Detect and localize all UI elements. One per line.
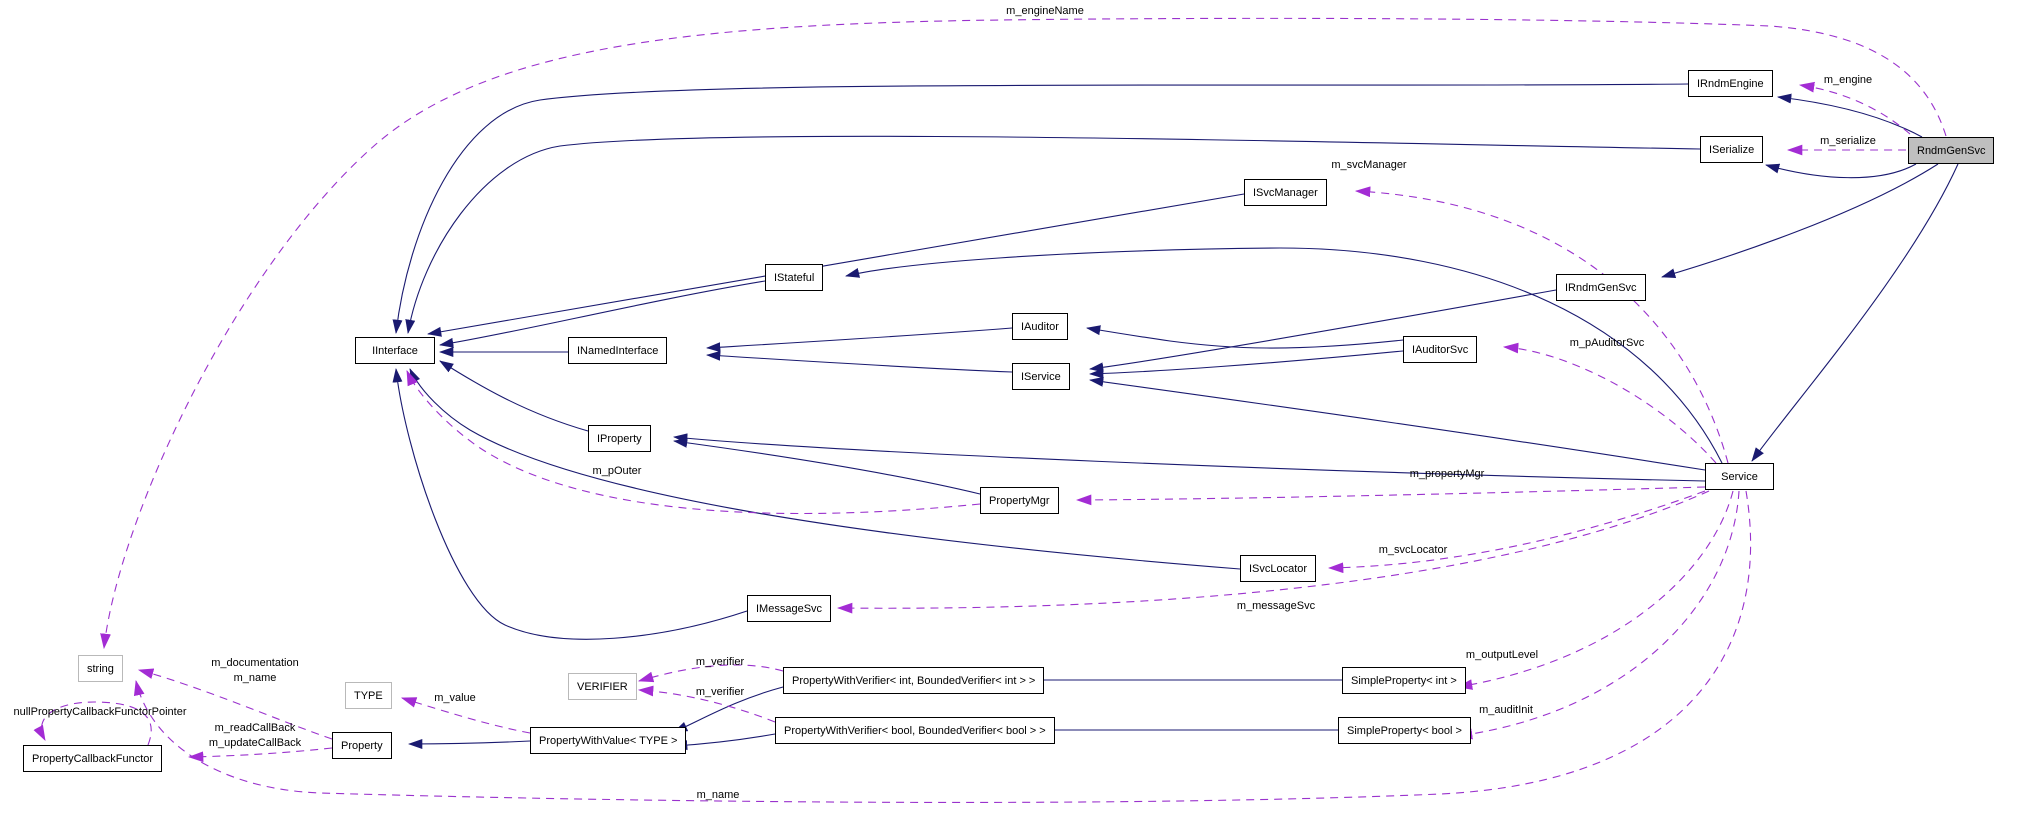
edge-irndmengine-to-iinterface <box>392 83 1689 334</box>
edge-label-m-output-level: m_outputLevel <box>1465 649 1539 661</box>
node-property-callback-functor[interactable]: PropertyCallbackFunctor <box>23 745 163 772</box>
edge-pwverifier-bool-to-propertywithvalue <box>673 733 776 751</box>
edge-label-m-verifier-1: m_verifier <box>695 656 745 668</box>
edge-istateful-to-iinterface <box>439 280 766 348</box>
node-simple-property-bool[interactable]: SimpleProperty< bool > <box>1338 717 1471 744</box>
edge-service-to-iproperty <box>673 433 1706 482</box>
node-type: TYPE <box>345 682 392 709</box>
edge-m-name-bottom <box>133 490 1752 803</box>
node-property-with-value[interactable]: PropertyWithValue< TYPE > <box>530 727 687 754</box>
edge-service-to-istateful <box>845 247 1723 464</box>
node-verifier: VERIFIER <box>568 673 637 700</box>
edge-null-property-callback-functor-pointer <box>33 701 152 746</box>
edge-m-verifier-int <box>637 664 784 683</box>
edge-m-value <box>400 697 531 734</box>
edge-label-m-serialize: m_serialize <box>1820 135 1876 147</box>
node-service[interactable]: Service <box>1705 463 1774 490</box>
edge-propertywithvalue-to-property <box>407 738 531 750</box>
edge-m-property-mgr <box>1075 486 1706 506</box>
edge-m-read-update-callback <box>187 747 333 763</box>
edge-label-m-message-svc: m_messageSvc <box>1236 600 1316 612</box>
node-isvc-manager[interactable]: ISvcManager <box>1244 179 1327 206</box>
edge-m-p-auditor-svc <box>1502 342 1717 464</box>
edge-isvcmanager-to-iinterface <box>427 193 1245 337</box>
edge-iauditor-to-inamedinterface <box>706 327 1013 353</box>
edge-m-documentation-m-name <box>137 668 333 740</box>
node-rndm-gen-svc: RndmGenSvc <box>1908 137 1995 164</box>
node-property-mgr[interactable]: PropertyMgr <box>980 487 1059 514</box>
edge-irndmgensvc-to-iservice <box>1089 289 1557 373</box>
node-istateful[interactable]: IStateful <box>765 264 824 291</box>
edge-imessagesvc-to-iinterface <box>392 368 748 640</box>
edge-label-m-verifier-2: m_verifier <box>695 686 745 698</box>
node-inamed-interface[interactable]: INamedInterface <box>568 337 668 364</box>
edge-m-svc-locator <box>1327 490 1706 574</box>
node-iinterface[interactable]: IInterface <box>355 337 435 364</box>
edge-iauditorsvc-to-iservice <box>1088 350 1404 379</box>
edge-label-m-p-outer: m_pOuter <box>592 465 642 477</box>
node-property[interactable]: Property <box>332 732 392 759</box>
edge-label-null-property-callback-functor-pointer: nullPropertyCallbackFunctorPointer <box>13 706 187 718</box>
edge-iauditorsvc-to-iauditor <box>1086 325 1404 349</box>
edge-label-m-property-mgr: m_propertyMgr <box>1409 468 1485 480</box>
edge-label-m-p-auditor-svc: m_pAuditorSvc <box>1569 337 1645 349</box>
edge-m-svc-manager <box>1354 186 1729 464</box>
edge-label-m-svc-manager: m_svcManager <box>1331 159 1407 171</box>
node-simple-property-int[interactable]: SimpleProperty< int > <box>1342 667 1466 694</box>
edge-propertymgr-to-iproperty <box>673 437 981 495</box>
edge-rndmgensvc-to-service <box>1751 163 1959 462</box>
edge-iserialize-to-iinterface <box>405 135 1701 334</box>
node-property-with-verifier-int[interactable]: PropertyWithVerifier< int, BoundedVerifi… <box>783 667 1045 694</box>
node-iservice[interactable]: IService <box>1012 363 1070 390</box>
edge-label-m-name-doc: m_name <box>233 672 277 684</box>
node-irndm-engine[interactable]: IRndmEngine <box>1688 70 1773 97</box>
edge-label-m-svc-locator: m_svcLocator <box>1378 544 1448 556</box>
edge-isvclocator-to-iinterface <box>409 368 1241 570</box>
node-imessage-svc[interactable]: IMessageSvc <box>747 595 832 622</box>
edge-label-m-update-call-back: m_updateCallBack <box>208 737 302 749</box>
node-string: string <box>78 655 123 682</box>
edge-label-m-audit-init: m_auditInit <box>1479 704 1533 716</box>
edge-iproperty-to-iinterface <box>439 360 589 432</box>
edge-rndmgensvc-to-iserialize <box>1765 163 1917 179</box>
edge-m-p-outer <box>406 370 981 515</box>
edge-m-output-level <box>1456 490 1734 690</box>
edge-m-verifier-bool <box>637 685 776 723</box>
edge-label-m-engine: m_engine <box>1823 74 1873 86</box>
node-isvc-locator[interactable]: ISvcLocator <box>1240 555 1317 582</box>
edge-label-m-name-bottom: m_name <box>696 789 740 801</box>
edge-m-message-svc <box>836 490 1710 614</box>
edge-rndmgensvc-to-irndmengine <box>1777 93 1923 138</box>
edge-iservice-to-inamedinterface <box>706 350 1013 373</box>
node-iauditor-svc[interactable]: IAuditorSvc <box>1403 336 1478 363</box>
node-iserialize[interactable]: ISerialize <box>1700 136 1764 163</box>
edge-label-m-engine-name: m_engineName <box>1006 5 1084 17</box>
node-iauditor[interactable]: IAuditor <box>1012 313 1068 340</box>
edge-label-m-value: m_value <box>434 692 476 704</box>
node-iproperty[interactable]: IProperty <box>588 425 651 452</box>
edge-label-m-documentation: m_documentation <box>211 657 299 669</box>
node-irndm-gen-svc[interactable]: IRndmGenSvc <box>1556 274 1646 301</box>
edge-m-audit-init <box>1456 490 1740 740</box>
edge-label-m-read-call-back: m_readCallBack <box>214 722 296 734</box>
edge-rndmgensvc-to-irndmgensvc <box>1661 163 1939 279</box>
edge-m-engine <box>1798 81 1911 135</box>
edge-service-to-iservice <box>1089 376 1706 471</box>
node-property-with-verifier-bool[interactable]: PropertyWithVerifier< bool, BoundedVerif… <box>775 717 1055 744</box>
